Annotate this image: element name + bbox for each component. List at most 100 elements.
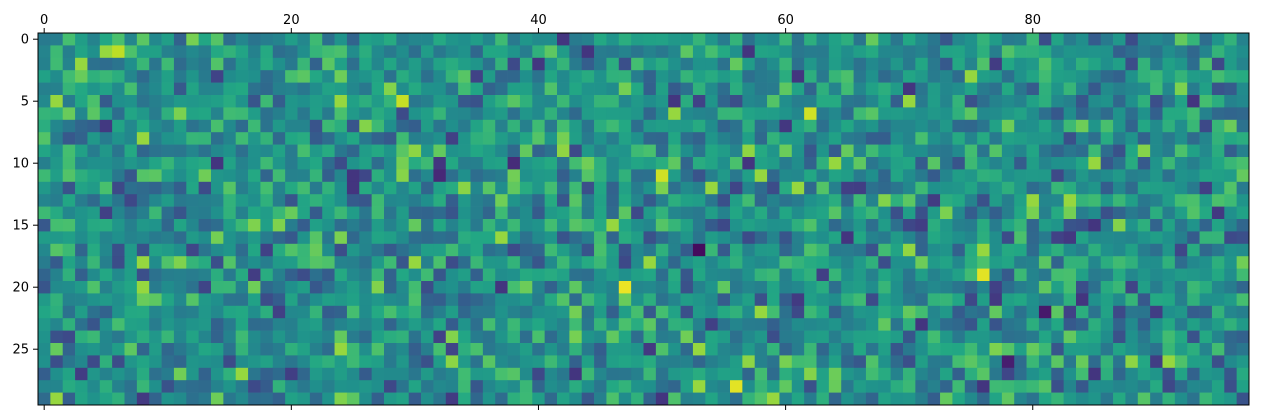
heatmap-cell [865, 95, 879, 108]
heatmap-cell [223, 305, 237, 319]
heatmap-cell [198, 392, 212, 406]
heatmap-cell [680, 33, 694, 46]
heatmap-cell [99, 33, 113, 46]
heatmap-cell [62, 33, 76, 46]
heatmap-cell [62, 95, 76, 108]
heatmap-cell [384, 305, 397, 319]
heatmap-cell [75, 367, 88, 381]
heatmap-cell [779, 45, 793, 59]
heatmap-cell [791, 132, 805, 145]
heatmap-cell [680, 157, 694, 170]
heatmap-cell [334, 157, 348, 170]
heatmap-cell [754, 256, 768, 269]
heatmap-cell [940, 169, 953, 183]
heatmap-cell [1088, 367, 1102, 381]
heatmap-cell [470, 57, 484, 71]
heatmap-cell [38, 45, 51, 59]
heatmap-cell [730, 206, 743, 220]
heatmap-cell [161, 82, 175, 96]
heatmap-cell [223, 132, 237, 145]
heatmap-cell [544, 243, 558, 257]
heatmap-cell [903, 169, 916, 183]
heatmap-cell [124, 157, 138, 170]
heatmap-cell [865, 243, 879, 257]
heatmap-cell [1088, 206, 1102, 220]
heatmap-cell [717, 157, 731, 170]
heatmap-cell [730, 82, 743, 96]
heatmap-cell [569, 70, 583, 83]
heatmap-cell [927, 95, 941, 108]
heatmap-cell [211, 107, 224, 121]
heatmap-cell [1125, 293, 1139, 307]
heatmap-cell [1014, 70, 1027, 83]
heatmap-cell [606, 107, 620, 121]
heatmap-cell [124, 57, 138, 71]
heatmap-cell [482, 343, 496, 356]
heatmap-cell [458, 194, 471, 207]
heatmap-cell [1001, 169, 1015, 183]
heatmap-cell [1051, 318, 1064, 331]
heatmap-cell [828, 281, 842, 294]
heatmap-cell [235, 33, 249, 46]
heatmap-cell [495, 392, 508, 406]
heatmap-cell [1076, 181, 1089, 195]
heatmap-cell [519, 243, 533, 257]
heatmap-cell [112, 293, 125, 307]
heatmap-cell [334, 33, 348, 46]
heatmap-cell [853, 119, 867, 133]
heatmap-cell [458, 181, 471, 195]
heatmap-cell [1125, 70, 1139, 83]
heatmap-cell [865, 293, 879, 307]
heatmap-cell [532, 293, 545, 307]
heatmap-cell [717, 243, 731, 257]
heatmap-cell [87, 57, 101, 71]
heatmap-cell [853, 194, 867, 207]
heatmap-cell [1162, 181, 1176, 195]
heatmap-cell [655, 82, 669, 96]
heatmap-cell [1014, 132, 1027, 145]
heatmap-cell [87, 132, 101, 145]
heatmap-cell [841, 57, 854, 71]
heatmap-cell [557, 119, 570, 133]
heatmap-cell [557, 57, 570, 71]
heatmap-cell [371, 367, 385, 381]
heatmap-cell [458, 293, 471, 307]
heatmap-cell [816, 144, 830, 158]
heatmap-cell [297, 169, 311, 183]
heatmap-cell [705, 343, 718, 356]
heatmap-cell [631, 206, 644, 220]
heatmap-cell [359, 281, 372, 294]
heatmap-cell [458, 256, 471, 269]
heatmap-cell [989, 219, 1003, 232]
heatmap-cell [643, 367, 657, 381]
heatmap-cell [878, 380, 891, 393]
heatmap-cell [371, 293, 385, 307]
heatmap-cell [112, 132, 125, 145]
heatmap-cell [458, 119, 471, 133]
heatmap-cell [1076, 45, 1089, 59]
heatmap-cell [136, 243, 150, 257]
heatmap-cell [692, 293, 706, 307]
heatmap-cell [211, 194, 224, 207]
heatmap-cell [1199, 119, 1213, 133]
heatmap-cell [495, 343, 508, 356]
heatmap-cell [1063, 57, 1077, 71]
heatmap-cell [952, 343, 966, 356]
heatmap-cell [1026, 95, 1040, 108]
heatmap-cell [655, 194, 669, 207]
heatmap-cell [1137, 293, 1151, 307]
heatmap-cell [1187, 70, 1200, 83]
heatmap-cell [915, 169, 929, 183]
heatmap-cell [618, 206, 632, 220]
heatmap-cell [878, 343, 891, 356]
heatmap-cell [940, 33, 953, 46]
heatmap-cell [705, 194, 718, 207]
heatmap-cell [309, 330, 323, 344]
heatmap-cell [1113, 181, 1126, 195]
heatmap-cell [940, 219, 953, 232]
heatmap-cell [977, 194, 990, 207]
heatmap-cell [791, 367, 805, 381]
heatmap-cell [112, 305, 125, 319]
heatmap-cell [1026, 380, 1040, 393]
heatmap-cell [1199, 231, 1213, 245]
